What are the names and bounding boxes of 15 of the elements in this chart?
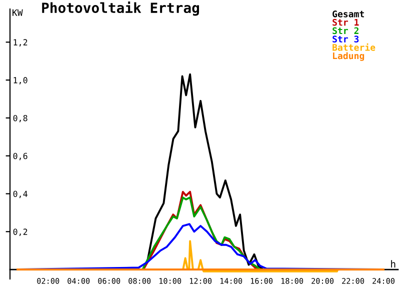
y-tick-label: 0,6 <box>13 152 28 160</box>
chart-title: Photovoltaik Ertrag <box>42 2 199 16</box>
y-tick-label: 1,2 <box>14 39 28 47</box>
y-tick-label: 0,2 <box>13 228 28 236</box>
x-axis-title: h <box>391 260 396 268</box>
text: Ladung <box>333 52 364 61</box>
text: Str 1 <box>332 18 359 26</box>
y-tick-label: 0,4 <box>13 190 28 198</box>
text: Batterie <box>332 43 376 51</box>
y-tick-label: 0,8 <box>13 114 28 122</box>
text: Str 3 <box>332 36 359 42</box>
text: Str 2 <box>332 27 358 34</box>
y-axis-title: KW <box>12 9 23 16</box>
text: Gesamt <box>332 10 364 18</box>
y-tick-label: 1,0 <box>14 77 28 84</box>
